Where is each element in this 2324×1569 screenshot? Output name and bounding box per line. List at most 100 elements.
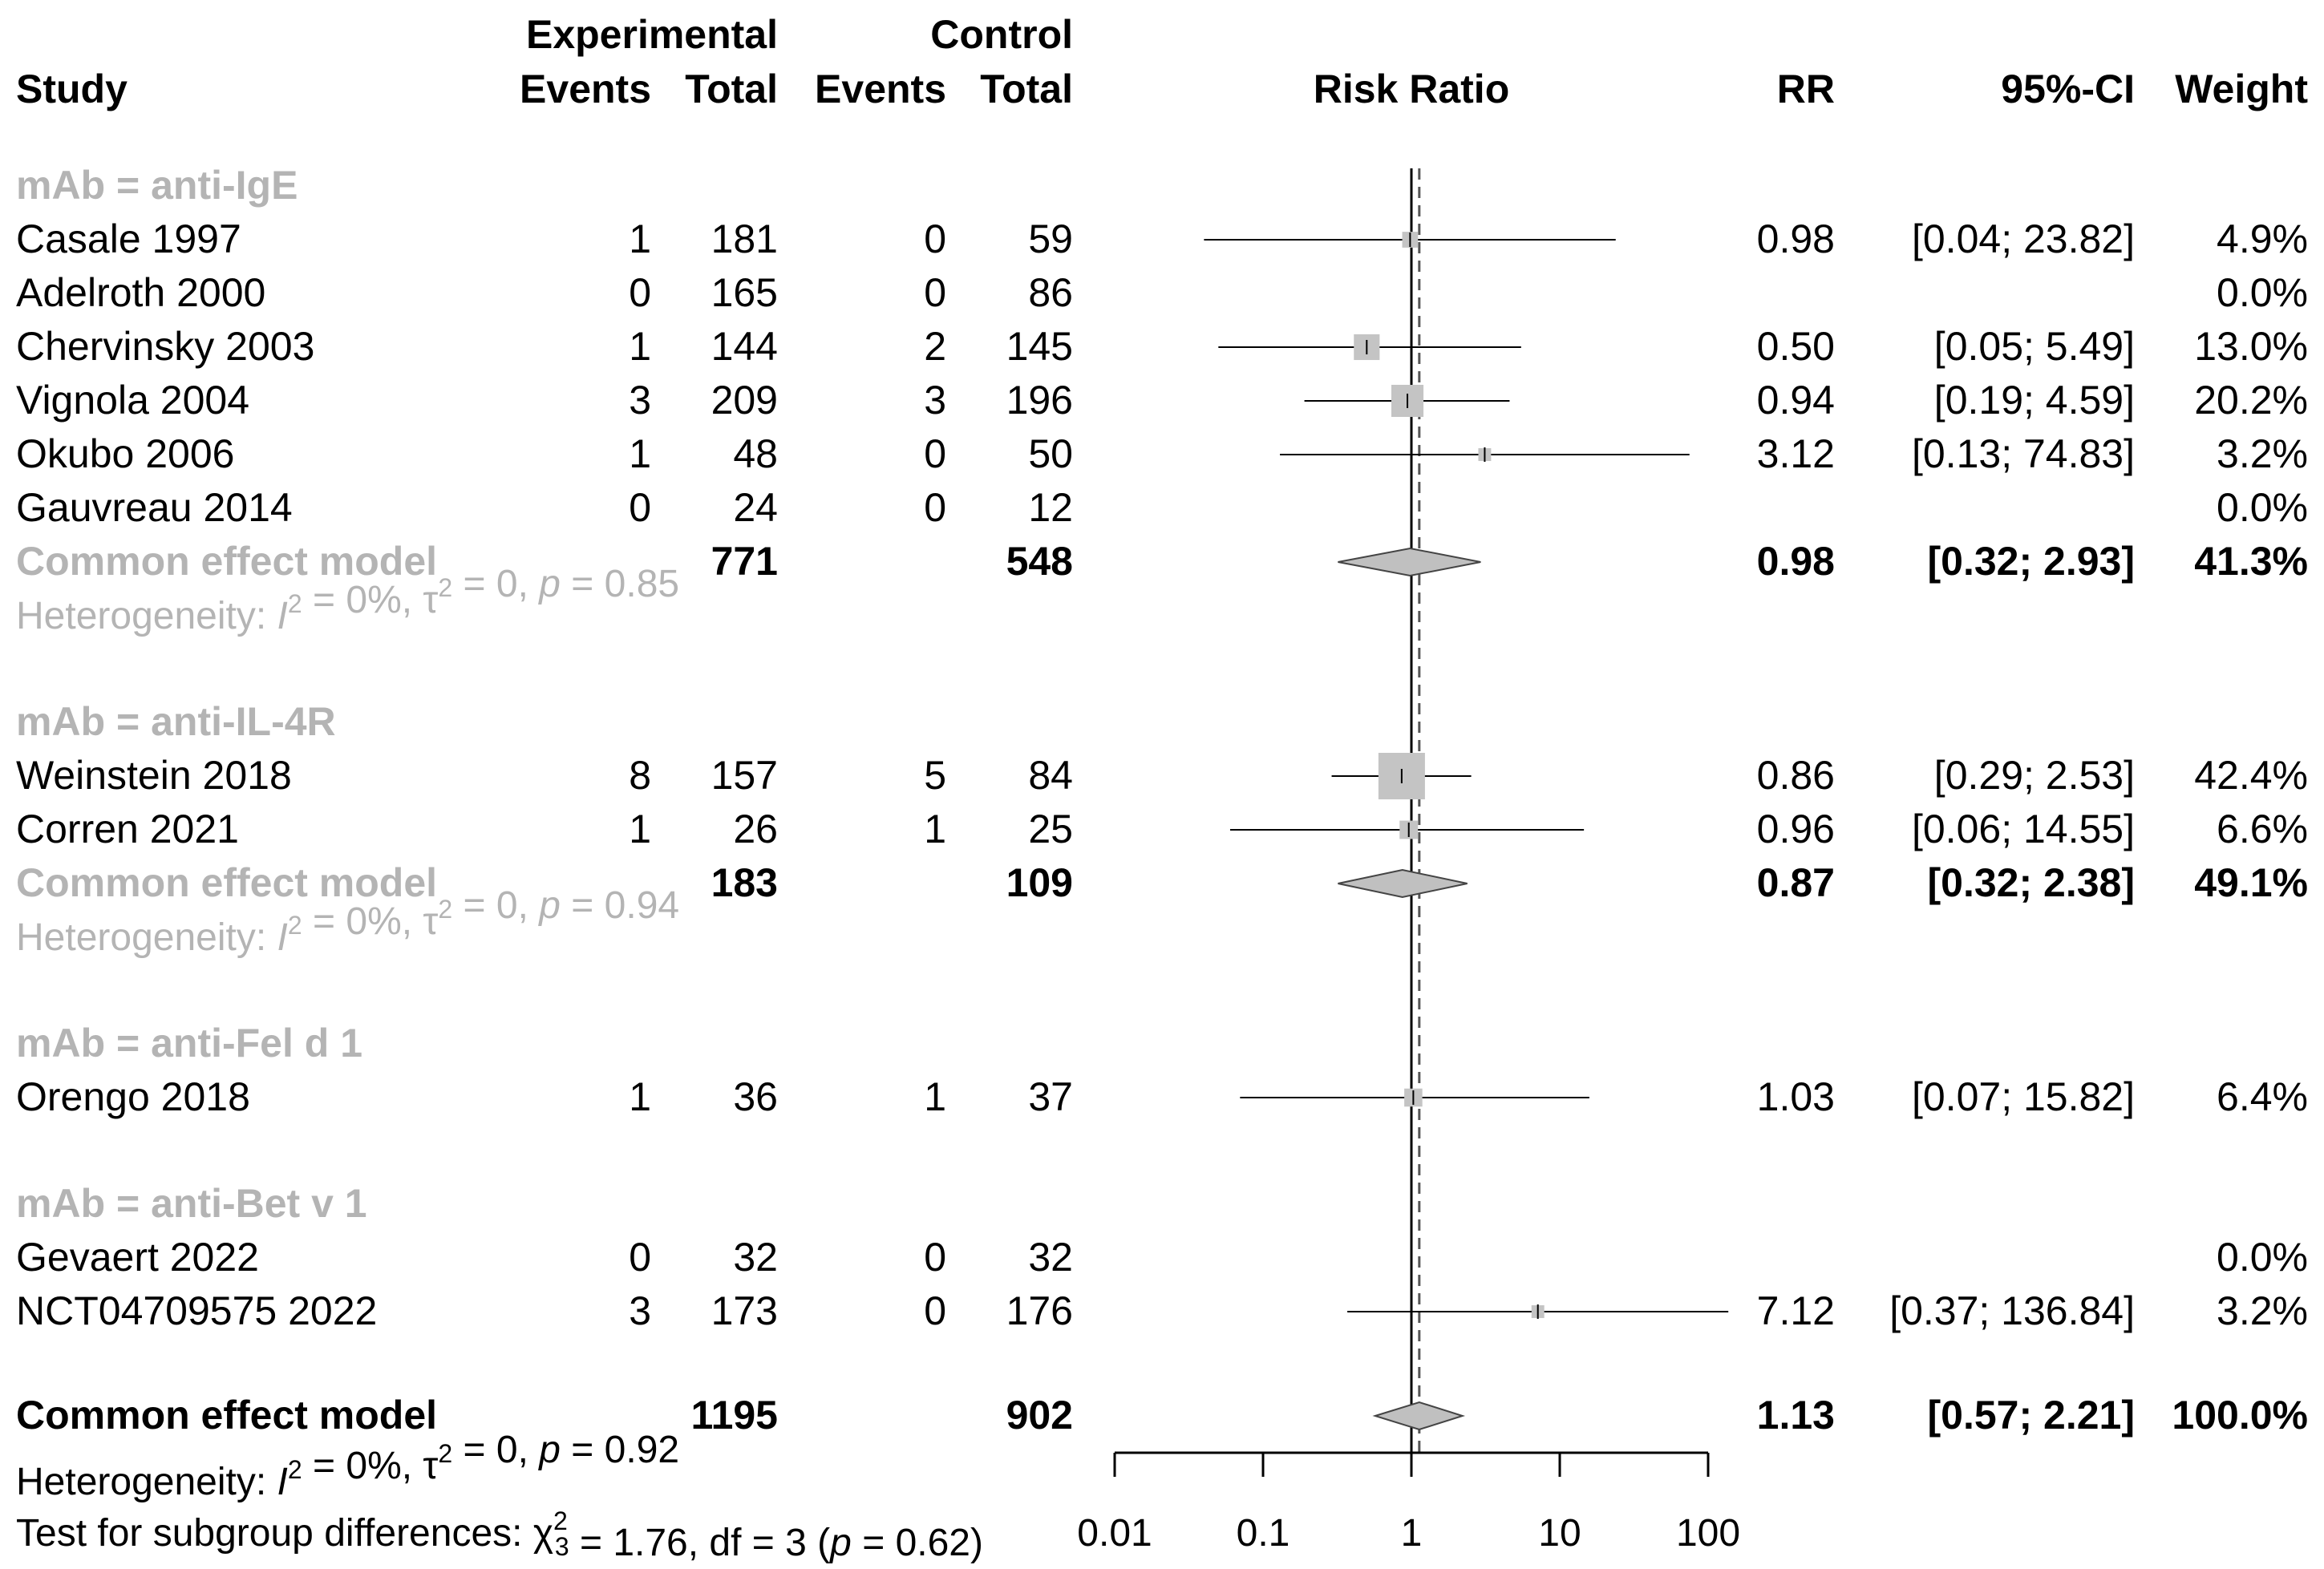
header-experimental: Experimental: [526, 12, 778, 57]
pooled-ci: [0.32; 2.93]: [1928, 539, 2135, 584]
control-total: 32: [1028, 1235, 1073, 1280]
study-name: NCT04709575 2022: [16, 1288, 377, 1333]
weight-value: 3.2%: [2217, 431, 2308, 476]
experimental-total: 181: [711, 216, 778, 261]
control-total: 196: [1006, 378, 1073, 423]
study-name: Okubo 2006: [16, 431, 234, 476]
overall-weight: 100.0%: [2172, 1393, 2308, 1438]
rr-value: 0.94: [1757, 378, 1835, 423]
control-total: 59: [1028, 216, 1073, 261]
subgroup-test: Test for subgroup differences: χ2 3 = 1.7…: [16, 1506, 983, 1564]
weight-value: 42.4%: [2194, 753, 2308, 798]
study-name: Gevaert 2022: [16, 1235, 259, 1280]
pooled-experimental-total: 771: [711, 539, 778, 584]
ci-value: [0.05; 5.49]: [1934, 324, 2135, 369]
pooled-rr: 0.98: [1757, 539, 1835, 584]
overall-ci: [0.57; 2.21]: [1928, 1393, 2135, 1438]
control-events: 0: [924, 1235, 946, 1280]
experimental-total: 32: [733, 1235, 778, 1280]
control-total: 176: [1006, 1288, 1073, 1333]
control-events: 2: [924, 324, 946, 369]
pooled-rr: 0.87: [1757, 860, 1835, 905]
rr-value: 1.03: [1757, 1074, 1835, 1119]
control-total: 12: [1028, 485, 1073, 530]
x-tick-label: 100: [1676, 1512, 1740, 1555]
subgroup-heterogeneity: Heterogeneity: I2 = 0%, τ2 = 0, p = 0.94: [16, 884, 679, 959]
experimental-total: 144: [711, 324, 778, 369]
x-tick-label: 1: [1401, 1512, 1423, 1555]
ci-value: [0.04; 23.82]: [1912, 216, 2135, 261]
x-tick-label: 0.01: [1077, 1512, 1152, 1555]
pooled-ci: [0.32; 2.38]: [1928, 860, 2135, 905]
rr-value: 0.96: [1757, 807, 1835, 851]
overall-label: Common effect model: [16, 1393, 437, 1438]
ci-value: [0.07; 15.82]: [1912, 1074, 2135, 1119]
weight-value: 20.2%: [2194, 378, 2308, 423]
header-total-experimental: Total: [685, 67, 778, 111]
x-tick-label: 10: [1538, 1512, 1581, 1555]
rr-value: 0.50: [1757, 324, 1835, 369]
subgroup-diamond: [1338, 868, 1468, 899]
experimental-total: 26: [733, 807, 778, 851]
rr-value: 0.98: [1757, 216, 1835, 261]
experimental-events: 1: [629, 324, 651, 369]
control-total: 50: [1028, 431, 1073, 476]
x-tick-label: 0.1: [1237, 1512, 1290, 1555]
experimental-events: 0: [629, 1235, 651, 1280]
experimental-events: 0: [629, 270, 651, 315]
study-name: Adelroth 2000: [16, 270, 265, 315]
rr-value: 3.12: [1757, 431, 1835, 476]
experimental-total: 48: [733, 431, 778, 476]
subgroup-title: mAb = anti-IL-4R: [16, 699, 336, 744]
overall-control-total: 902: [1006, 1393, 1073, 1438]
experimental-events: 1: [629, 807, 651, 851]
header-total-control: Total: [980, 67, 1073, 111]
study-name: Vignola 2004: [16, 378, 249, 423]
control-events: 0: [924, 485, 946, 530]
experimental-total: 36: [733, 1074, 778, 1119]
header-study: Study: [16, 67, 128, 111]
subgroup-title: mAb = anti-Bet v 1: [16, 1181, 367, 1226]
subgroup-heterogeneity: Heterogeneity: I2 = 0%, τ2 = 0, p = 0.85: [16, 563, 679, 637]
experimental-events: 0: [629, 485, 651, 530]
study-name: Corren 2021: [16, 807, 239, 851]
overall-rr: 1.13: [1757, 1393, 1835, 1438]
control-total: 84: [1028, 753, 1073, 798]
subgroup-diamond: [1338, 547, 1481, 577]
experimental-total: 157: [711, 753, 778, 798]
pooled-weight: 41.3%: [2194, 539, 2308, 584]
ci-value: [0.29; 2.53]: [1934, 753, 2135, 798]
header-weight: Weight: [2175, 67, 2308, 111]
pooled-control-total: 548: [1006, 539, 1073, 584]
study-name: Orengo 2018: [16, 1074, 250, 1119]
weight-value: 6.4%: [2217, 1074, 2308, 1119]
experimental-total: 173: [711, 1288, 778, 1333]
weight-value: 6.6%: [2217, 807, 2308, 851]
weight-value: 0.0%: [2217, 485, 2308, 530]
control-events: 0: [924, 431, 946, 476]
ci-value: [0.37; 136.84]: [1889, 1288, 2135, 1333]
experimental-total: 209: [711, 378, 778, 423]
experimental-events: 1: [629, 216, 651, 261]
subgroup-pooled-label: Common effect model: [16, 539, 437, 584]
experimental-events: 1: [629, 1074, 651, 1119]
experimental-total: 165: [711, 270, 778, 315]
overall-diamond: [1372, 1401, 1466, 1431]
control-total: 86: [1028, 270, 1073, 315]
header-ci: 95%-CI: [2001, 67, 2135, 111]
rr-value: 0.86: [1757, 753, 1835, 798]
overall-heterogeneity: Heterogeneity: I2 = 0%, τ2 = 0, p = 0.92: [16, 1429, 679, 1503]
weight-value: 0.0%: [2217, 270, 2308, 315]
header-rr: RR: [1777, 67, 1835, 111]
pooled-experimental-total: 183: [711, 860, 778, 905]
weight-value: 4.9%: [2217, 216, 2308, 261]
subgroup-title: mAb = anti-Fel d 1: [16, 1021, 362, 1066]
control-total: 37: [1028, 1074, 1073, 1119]
experimental-events: 1: [629, 431, 651, 476]
control-events: 5: [924, 753, 946, 798]
subgroup-pooled-label: Common effect model: [16, 860, 437, 905]
study-name: Chervinsky 2003: [16, 324, 314, 369]
ci-value: [0.19; 4.59]: [1934, 378, 2135, 423]
ci-value: [0.13; 74.83]: [1912, 431, 2135, 476]
